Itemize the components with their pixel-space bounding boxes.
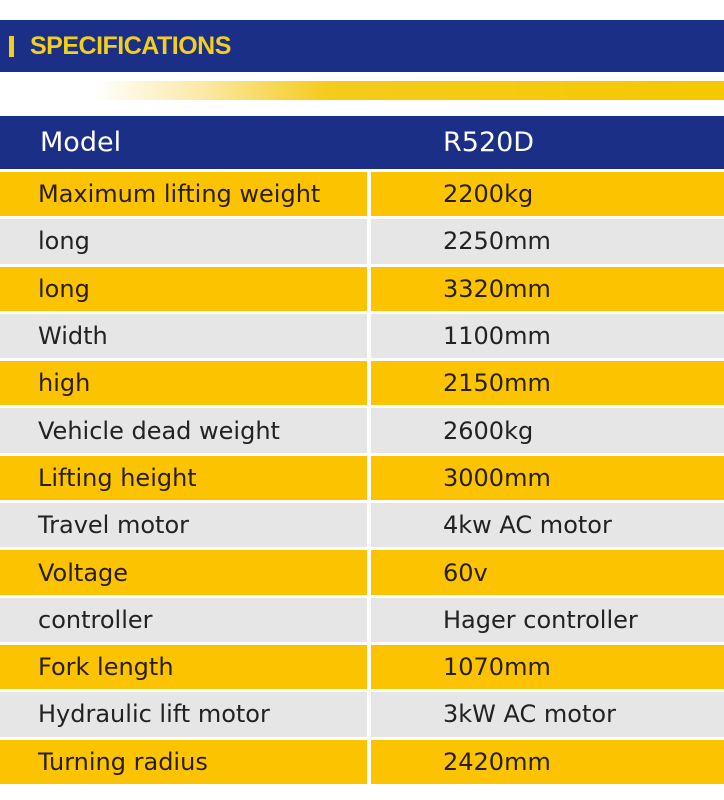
spec-label: Vehicle dead weight [0, 408, 367, 453]
spec-label: Maximum lifting weight [0, 172, 367, 217]
spec-label: Fork length [0, 644, 367, 690]
spec-value: 2200kg [371, 172, 724, 217]
spec-table: Maximum lifting weight 2200kg long 2250mm lo… [0, 172, 724, 787]
spec-label: Travel motor [0, 503, 367, 548]
spec-label: Voltage [0, 550, 367, 595]
spec-value: 3kW AC motor [371, 692, 724, 737]
spec-label: Hydraulic lift motor [0, 692, 367, 737]
spec-label: Width [0, 313, 367, 359]
gradient-divider [0, 81, 724, 100]
table-row: Fork length 1070mm [0, 644, 724, 690]
table-row: long 2250mm [0, 219, 724, 264]
spec-value: 2250mm [371, 219, 724, 264]
header-value: R520D [443, 127, 535, 158]
spec-label: long [0, 219, 367, 264]
spec-label: controller [0, 597, 367, 642]
specifications-banner: SPECIFICATIONS [0, 20, 724, 72]
spec-value: 2420mm [371, 739, 724, 784]
spec-value: 2600kg [371, 408, 724, 453]
table-row: long 3320mm [0, 266, 724, 311]
spec-value: 3320mm [371, 266, 724, 311]
table-row: Voltage 60v [0, 550, 724, 595]
table-row: Vehicle dead weight 2600kg [0, 408, 724, 453]
header-label: Model [40, 127, 122, 158]
spec-value: 60v [371, 550, 724, 595]
table-row: Turning radius 2420mm [0, 739, 724, 784]
spec-label: Turning radius [0, 739, 367, 784]
table-row: Travel motor 4kw AC motor [0, 503, 724, 548]
spec-label: long [0, 266, 367, 311]
table-row: Maximum lifting weight 2200kg [0, 172, 724, 217]
table-row: Width 1100mm [0, 313, 724, 359]
spec-value: 4kw AC motor [371, 503, 724, 548]
spec-label: high [0, 361, 367, 406]
spec-value: 2150mm [371, 361, 724, 406]
spec-label: Lifting height [0, 455, 367, 501]
table-row: controller Hager controller [0, 597, 724, 642]
table-row: Hydraulic lift motor 3kW AC motor [0, 692, 724, 737]
table-row: Lifting height 3000mm [0, 455, 724, 501]
spec-value: 1100mm [371, 313, 724, 359]
spec-value: 3000mm [371, 455, 724, 501]
table-header: Model R520D [0, 116, 724, 169]
spec-value: Hager controller [371, 597, 724, 642]
table-row: high 2150mm [0, 361, 724, 406]
spec-value: 1070mm [371, 644, 724, 690]
accent-bar [9, 36, 14, 57]
section-title: SPECIFICATIONS [30, 32, 231, 60]
